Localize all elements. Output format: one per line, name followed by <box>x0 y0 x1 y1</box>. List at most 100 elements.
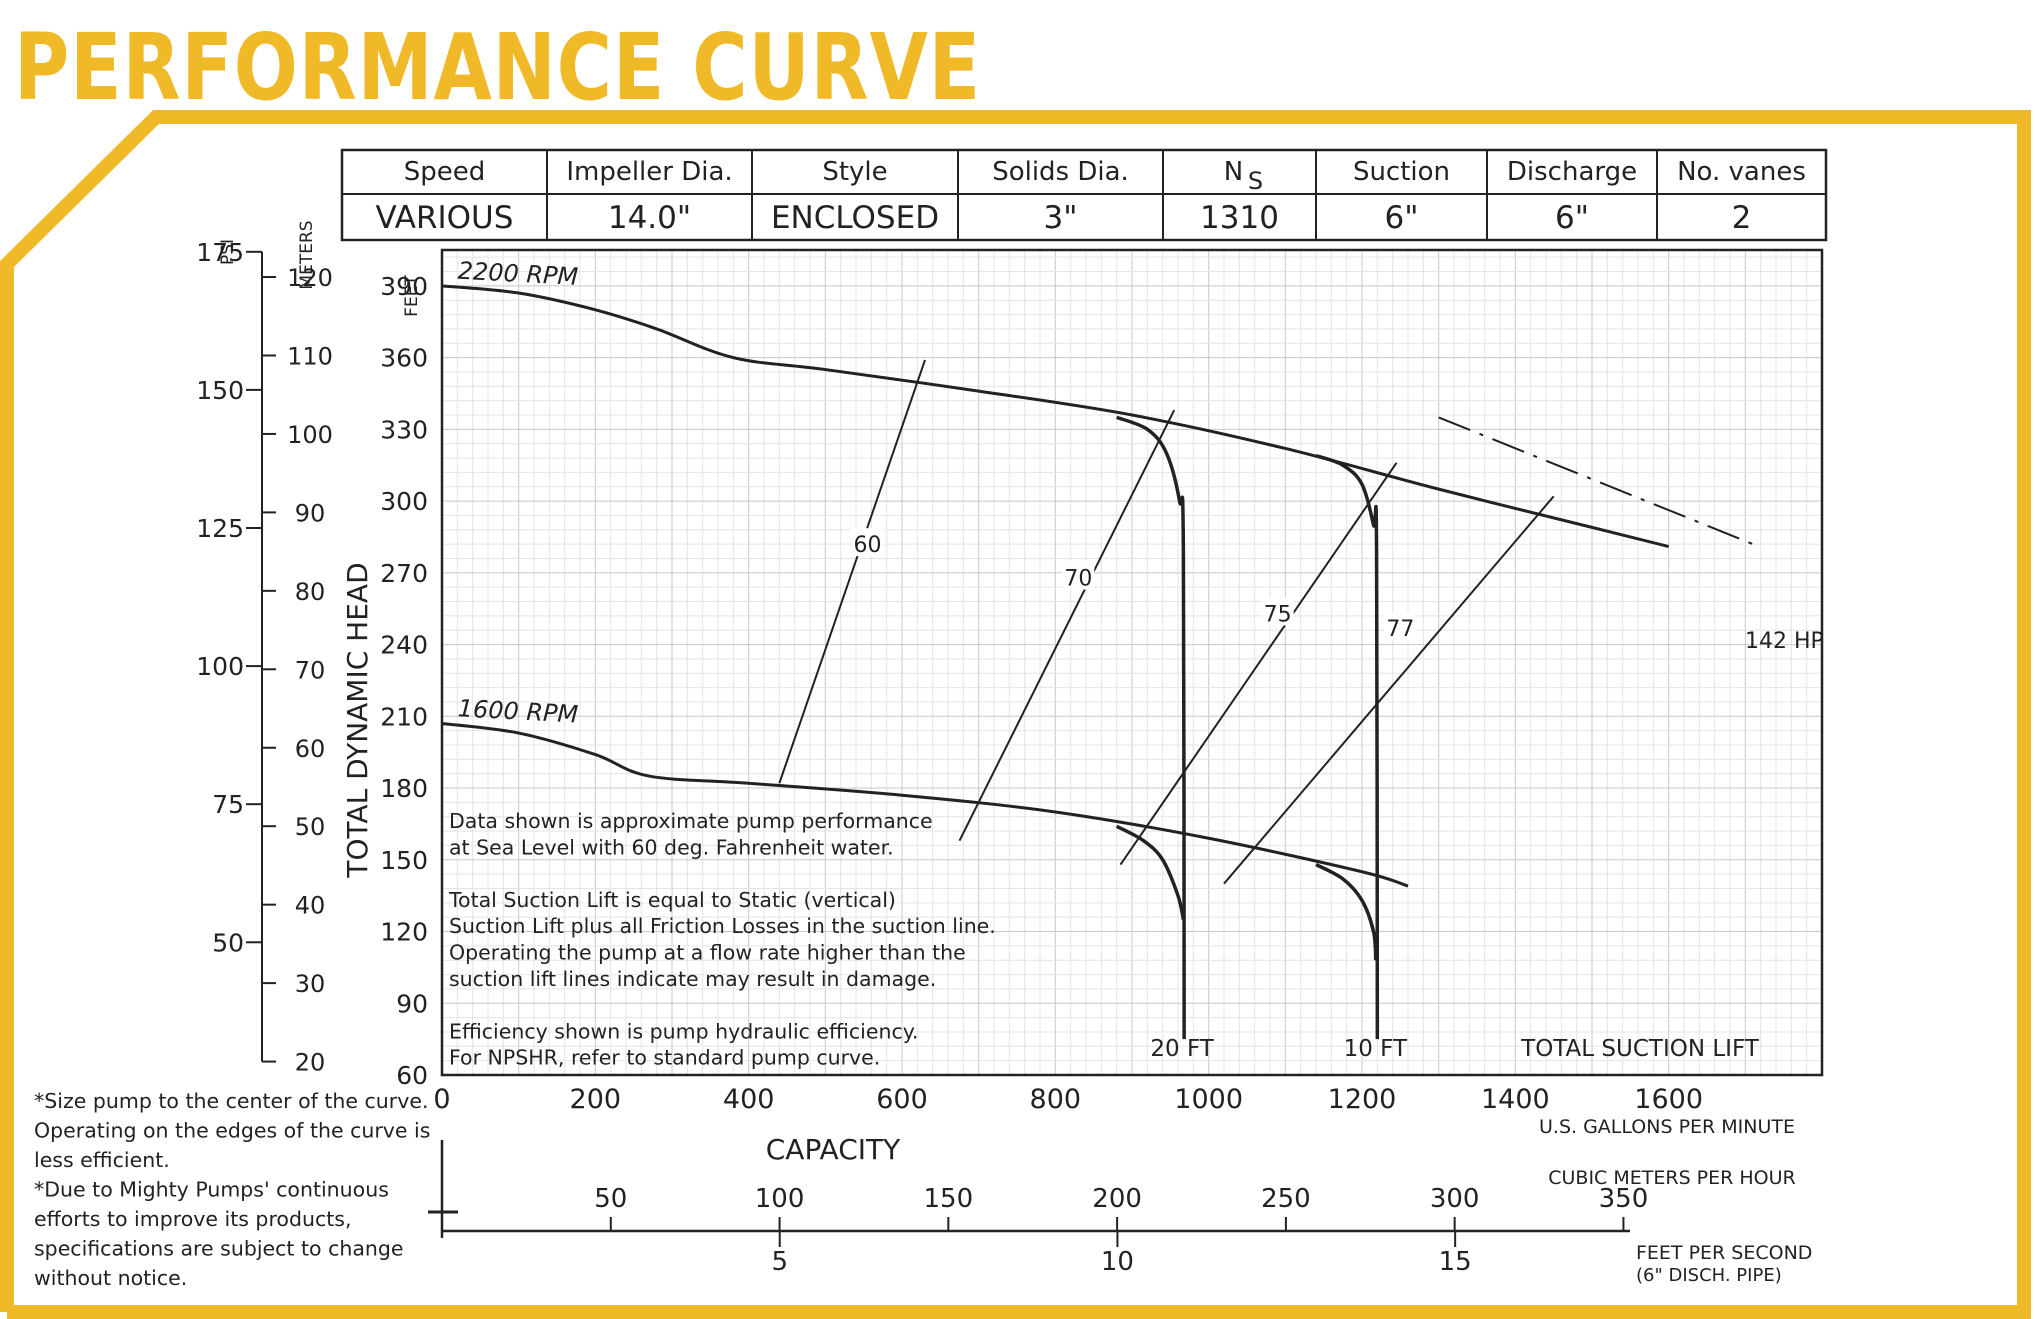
fps-axis-sublabel: (6" DISCH. PIPE) <box>1636 1265 1782 1286</box>
suction-lift-curve-upper <box>1315 453 1380 1040</box>
efficiency-line <box>1223 495 1555 885</box>
page-title: PERFORMANCE CURVE <box>14 14 981 121</box>
x-tick-label: 200 <box>570 1084 622 1115</box>
suction-lift-title: TOTAL SUCTION LIFT <box>1520 1036 1760 1062</box>
efficiency-label: 75 <box>1264 602 1292 627</box>
suction-lift-label: 20 FT <box>1150 1036 1214 1062</box>
spec-value: ENCLOSED <box>771 200 939 236</box>
meters-tick-label: 30 <box>295 970 326 998</box>
spec-value: 14.0" <box>608 200 691 236</box>
fps-tick-label: 15 <box>1439 1247 1472 1277</box>
plot-border <box>440 248 1824 1077</box>
psi-axis-label: PSI <box>218 239 238 265</box>
efficiency-label-bg <box>1062 561 1095 590</box>
spec-header: Impeller Dia. <box>566 157 732 187</box>
head-curve-1 <box>441 721 1409 888</box>
plot-grid <box>441 250 1823 1076</box>
left-note-line: efforts to improve its products, <box>34 1207 351 1231</box>
efficiency-label: 77 <box>1386 617 1414 642</box>
y-tick-label: 300 <box>380 487 428 516</box>
x-tick-label: 400 <box>723 1084 775 1115</box>
psi-tick-label: 50 <box>212 928 244 957</box>
y-tick-label: 210 <box>380 702 428 731</box>
meters-axis-label: METERS <box>297 220 317 289</box>
spec-header: Solids Dia. <box>992 157 1129 187</box>
meters-tick-label: 90 <box>295 499 326 527</box>
plot-note-line: Suction Lift plus all Friction Losses in… <box>449 914 996 938</box>
plot-note-line: Total Suction Lift is equal to Static (v… <box>448 888 896 912</box>
meters-tick-label: 100 <box>287 421 333 449</box>
fps-tick-label: 10 <box>1101 1247 1134 1277</box>
psi-tick-label: 175 <box>196 238 244 267</box>
efficiency-label-bg <box>851 528 884 557</box>
spec-table: Speed VARIOUS Impeller Dia. 14.0" Style ENCLO… <box>340 148 1828 242</box>
efficiency-label-bg <box>1261 597 1294 626</box>
efficiency-line <box>958 409 1176 842</box>
y-tick-label: 270 <box>380 559 428 588</box>
y-tick-label: 60 <box>396 1061 428 1090</box>
spec-header: Speed <box>404 157 486 187</box>
fps-axis-label: FEET PER SECOND <box>1636 1242 1812 1264</box>
m3h-tick-label: 200 <box>1092 1184 1142 1214</box>
efficiency-label: 60 <box>854 533 882 558</box>
efficiency-line <box>778 359 926 784</box>
yellow-frame <box>0 110 2031 1319</box>
suction-lift-curve-lower <box>1315 863 1378 961</box>
pump-curves: 2200 RPM 1600 RPM 60 70 75 77 142 HP 20 FT 10 FT… <box>441 257 1824 1062</box>
y-tick-label: 360 <box>380 344 428 373</box>
x-tick-label: 1200 <box>1328 1084 1397 1115</box>
left-note-line: without notice. <box>34 1266 187 1290</box>
left-notes: *Size pump to the center of the curve. Op… <box>34 1089 430 1290</box>
m3h-tick-label: 150 <box>924 1184 974 1214</box>
suction-lift-curve-lower <box>1115 824 1186 920</box>
spec-header: No. vanes <box>1677 157 1806 187</box>
spec-header-ns-sub: S <box>1248 167 1263 195</box>
psi-tick-label: 75 <box>212 790 244 819</box>
y-tick-label: 240 <box>380 631 428 660</box>
plot-notes: Data shown is approximate pump performan… <box>448 809 996 1070</box>
x-axis-title: CAPACITY <box>766 1133 901 1166</box>
plot-note-line: at Sea Level with 60 deg. Fahrenheit wat… <box>449 835 894 859</box>
x-tick-label: 1000 <box>1174 1084 1243 1115</box>
spec-header-ns: N <box>1224 157 1243 187</box>
psi-tick-label: 100 <box>196 652 244 681</box>
psi-tick-label: 150 <box>196 376 244 405</box>
spec-value: 1310 <box>1200 200 1279 236</box>
left-note-line: *Size pump to the center of the curve. <box>34 1089 428 1113</box>
plot-note-line: suction lift lines indicate may result i… <box>449 967 936 991</box>
spec-header: Discharge <box>1507 157 1637 187</box>
meters-tick-label: 60 <box>295 735 326 763</box>
fps-tick-label: 5 <box>771 1247 788 1277</box>
left-note-line: specifications are subject to change <box>34 1237 404 1261</box>
m3h-tick-label: 350 <box>1599 1184 1649 1214</box>
spec-value: 2 <box>1732 200 1752 236</box>
head-curve-0 <box>441 284 1670 548</box>
spec-value: VARIOUS <box>376 200 514 236</box>
y-tick-label: 150 <box>380 846 428 875</box>
plot-note-line: Operating the pump at a flow rate higher… <box>449 941 966 965</box>
x-tick-label: 1400 <box>1481 1084 1550 1115</box>
plot-note-line: For NPSHR, refer to standard pump curve. <box>449 1046 880 1070</box>
x-tick-label: 0 <box>433 1084 450 1115</box>
power-line <box>1438 416 1754 546</box>
m3h-tick-label: 250 <box>1261 1184 1311 1214</box>
meters-tick-label: 80 <box>295 578 326 606</box>
head-curve-label: 1600 RPM <box>457 694 579 728</box>
meters-tick-label: 120 <box>287 264 333 292</box>
suction-lift-curve-upper <box>1116 415 1186 1040</box>
spec-value: 6" <box>1555 200 1589 236</box>
efficiency-label: 70 <box>1064 567 1092 592</box>
efficiency-line <box>1119 462 1398 866</box>
m3h-tick-label: 100 <box>755 1184 805 1214</box>
left-note-line: Operating on the edges of the curve is <box>34 1119 430 1143</box>
x-tick-label: 1600 <box>1634 1084 1703 1115</box>
power-line-label: 142 HP <box>1745 629 1824 654</box>
suction-lift-label: 10 FT <box>1344 1036 1408 1062</box>
left-note-line: *Due to Mighty Pumps' continuous <box>34 1178 389 1202</box>
x-tick-label: 800 <box>1030 1084 1082 1115</box>
m3h-tick-label: 50 <box>594 1184 627 1214</box>
meters-tick-label: 50 <box>295 813 326 841</box>
plot-note-line: Data shown is approximate pump performan… <box>449 809 933 833</box>
